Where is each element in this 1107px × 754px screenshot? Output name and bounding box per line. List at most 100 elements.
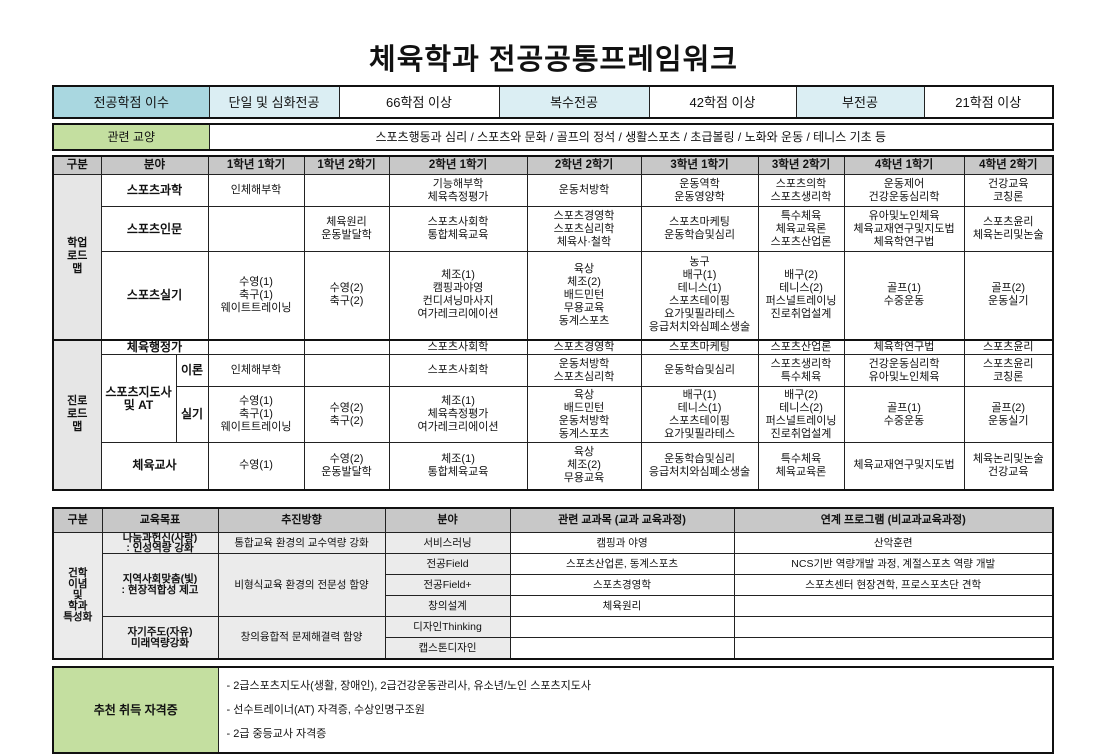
education-goal: 자기주도(자유) 미래역량강화	[101, 616, 219, 660]
credit-type: 부전공	[795, 85, 925, 119]
course-cell	[303, 174, 390, 207]
course-cell: 스포츠생리학 특수체육	[757, 354, 845, 387]
field-label: 체육교사	[100, 442, 209, 490]
certificate-item: - 선수트레이너(AT) 자격증, 수상인명구조원	[226, 704, 425, 716]
career-roadmap-label: 진로 로드 맵	[52, 338, 102, 490]
course-cell: 운동처방학 스포츠심리학	[526, 354, 642, 387]
direction: 통합교육 환경의 교수역량 강화	[217, 532, 386, 554]
credits-label: 전공학점 이수	[52, 85, 210, 119]
table-row: 실기 수영(1) 축구(1) 웨이트트레이닝 수영(2) 축구(2) 체조(1) 체…	[53, 386, 1054, 443]
course-cell: 골프(1) 수중운동	[843, 251, 965, 340]
course-cell: 수영(2) 운동발달학	[303, 442, 390, 490]
course-cell: 스포츠사회학	[388, 338, 528, 355]
direction: 창의융합적 문제해결력 함양	[217, 616, 386, 660]
course-cell: 운동역학 운동영양학	[640, 174, 759, 207]
linked-programs: 스포츠센터 현장견학, 프로스포츠단 견학	[733, 574, 1054, 596]
course-cell: 골프(1) 수중운동	[843, 386, 965, 443]
certificate-item: - 2급스포츠지도사(생활, 장애인), 2급건강운동관리사, 유소년/노인 스…	[226, 680, 591, 692]
certificates-list: - 2급스포츠지도사(생활, 장애인), 2급건강운동관리사, 유소년/노인 스…	[217, 666, 1054, 754]
header-cell: 구분	[52, 155, 102, 175]
roadmap-table: 구분 분야 1학년 1학기 1학년 2학기 2학년 1학기 2학년 2학기 3학…	[52, 155, 1054, 491]
table-row: 스포츠인문 체육원리 운동발달학 스포츠사회학 통합체육교육 스포츠경영학 스포츠심…	[53, 206, 1054, 252]
course-cell: 육상 체조(2) 무용교육	[526, 442, 642, 490]
program-header-row: 구분 교육목표 추진방향 분야 관련 교과목 (교과 교육과정) 연계 프로그램…	[52, 507, 1054, 533]
certificates-table: 추천 취득 자격증 - 2급스포츠지도사(생활, 장애인), 2급건강운동관리사…	[52, 666, 1054, 754]
table-row: 전공Field+ 스포츠경영학 스포츠센터 현장견학, 프로스포츠단 견학	[53, 574, 1054, 596]
header-cell: 구분	[52, 507, 103, 533]
course-cell	[303, 338, 390, 355]
course-cell: 건강교육 코칭론	[963, 174, 1054, 207]
related-courses	[509, 637, 735, 660]
course-cell: 골프(2) 운동실기	[963, 386, 1054, 443]
program-field: 전공Field	[384, 553, 511, 575]
course-cell: 골프(2) 운동실기	[963, 251, 1054, 340]
table-row: 지역사회맞춤(빛) : 현장적합성 제고 비형식교육 환경의 전문성 함양 전공…	[53, 553, 1054, 617]
related-courses: 캠핑과 야영	[509, 532, 735, 554]
course-cell: 체육논리및논술 건강교육	[963, 442, 1054, 490]
course-cell	[303, 354, 390, 387]
course-cell: 기능해부학 체육측정평가	[388, 174, 528, 207]
credit-value: 66학점 이상	[338, 85, 500, 119]
related-courses: 체육원리	[509, 595, 735, 617]
page-title: 체육학과 전공공통프레임워크	[369, 44, 738, 76]
linked-programs	[733, 595, 1054, 617]
certificate-item: - 2급 중등교사 자격증	[226, 728, 327, 740]
course-cell: 수영(2) 축구(2)	[303, 251, 390, 340]
course-cell: 배구(1) 테니스(1) 스포츠테이핑 요가및필라테스	[640, 386, 759, 443]
course-cell: 스포츠마케팅	[640, 338, 759, 355]
course-cell: 스포츠사회학	[388, 354, 528, 387]
credit-type: 복수전공	[498, 85, 650, 119]
linked-programs: NCS기반 역량개발 과정, 계절스포츠 역량 개발	[733, 553, 1054, 575]
field-label: 체육행정가	[100, 338, 209, 355]
header-cell: 교육목표	[101, 507, 219, 533]
certificates-label: 추천 취득 자격증	[52, 666, 219, 754]
linked-programs: 산악훈련	[733, 532, 1054, 554]
course-cell: 체육학연구법	[843, 338, 965, 355]
course-cell	[207, 338, 305, 355]
course-cell: 인체해부학	[207, 354, 305, 387]
course-cell: 스포츠산업론	[757, 338, 845, 355]
liberal-arts-table: 관련 교양 스포츠행동과 심리 / 스포츠와 문화 / 골프의 정석 / 생활스…	[52, 123, 1054, 151]
table-row: 진로 로드 맵 체육행정가 스포츠사회학 스포츠경영학 스포츠마케팅 스포츠산업론 체육…	[52, 338, 1054, 490]
table-row: 체육교사 수영(1) 수영(2) 운동발달학 체조(1) 통합체육교육 육상 체조(2…	[53, 442, 1054, 490]
table-row: 스포츠실기 수영(1) 축구(1) 웨이트트레이닝 수영(2) 축구(2) 체조(1…	[53, 251, 1054, 340]
course-cell: 체육원리 운동발달학	[303, 206, 390, 252]
course-cell: 운동처방학	[526, 174, 642, 207]
course-cell: 특수체육 체육교육론	[757, 442, 845, 490]
linked-programs	[733, 637, 1054, 660]
course-cell: 체육교재연구및지도법	[843, 442, 965, 490]
related-courses	[509, 616, 735, 638]
header-cell: 2학년 1학기	[388, 155, 528, 175]
header-cell: 추진방향	[217, 507, 386, 533]
header-cell: 연계 프로그램 (비교과교육과정)	[733, 507, 1054, 533]
academic-roadmap-label: 학업 로드 맵	[52, 174, 102, 340]
course-cell: 건강운동심리학 유아및노인체육	[843, 354, 965, 387]
program-field: 전공Field+	[384, 574, 511, 596]
header-cell: 관련 교과목 (교과 교육과정)	[509, 507, 735, 533]
course-cell: 육상 체조(2) 배드민턴 무용교육 동계스포츠	[526, 251, 642, 340]
course-cell: 스포츠의학 스포츠생리학	[757, 174, 845, 207]
education-goal: 지역사회맞춤(빛) : 현장적합성 제고	[101, 553, 219, 617]
table-row: 학업 로드 맵 스포츠과학 인체해부학 기능해부학 체육측정평가 운동처방학 운동역학…	[52, 174, 1054, 340]
course-cell: 체조(1) 체육측정평가 여가레크리에이션	[388, 386, 528, 443]
course-cell: 배구(2) 테니스(2) 퍼스널트레이닝 진로취업설계	[757, 251, 845, 340]
sub-field-label: 실기	[175, 386, 209, 443]
credit-value: 21학점 이상	[923, 85, 1054, 119]
table-row: 캡스톤디자인	[53, 637, 1054, 660]
table-row: 건학 이념 및 학과 특성화 나눔과헌신(사랑) : 인성역량 강화 통합교육 …	[52, 532, 1054, 660]
course-cell: 배구(2) 테니스(2) 퍼스널트레이닝 진로취업설계	[757, 386, 845, 443]
course-cell: 운동학습및심리 응급처치와심폐소생술	[640, 442, 759, 490]
field-label: 스포츠과학	[100, 174, 209, 207]
course-cell: 특수체육 체육교육론 스포츠산업론	[757, 206, 845, 252]
header-cell: 1학년 1학기	[207, 155, 305, 175]
header-cell: 4학년 1학기	[843, 155, 965, 175]
liberal-value: 스포츠행동과 심리 / 스포츠와 문화 / 골프의 정석 / 생활스포츠 / 초…	[208, 123, 1054, 151]
course-cell: 수영(2) 축구(2)	[303, 386, 390, 443]
header-cell: 분야	[100, 155, 209, 175]
course-cell: 스포츠경영학 스포츠심리학 체육사·철학	[526, 206, 642, 252]
linked-programs	[733, 616, 1054, 638]
field-label: 스포츠실기	[100, 251, 209, 340]
course-cell: 운동학습및심리	[640, 354, 759, 387]
course-cell: 스포츠경영학	[526, 338, 642, 355]
